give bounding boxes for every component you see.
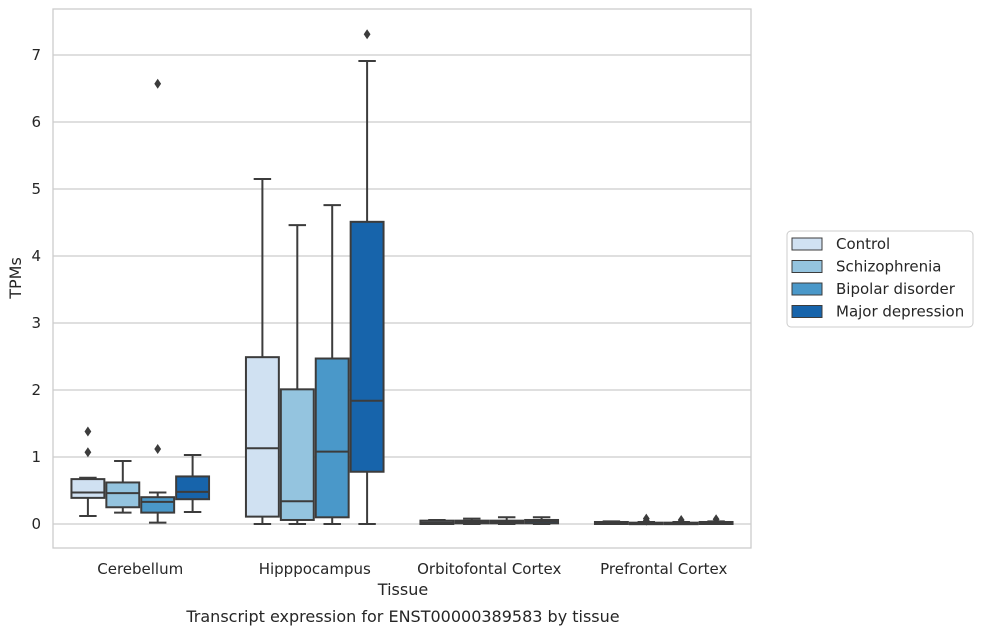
box-schizophrenia-prefrontal-cortex (628, 513, 664, 526)
box-control-hipppocampus (244, 177, 280, 525)
legend-label-control: Control (836, 235, 890, 253)
box-bipolar-disorder-orbitofontal-cortex (489, 516, 525, 525)
box-control-cerebellum (70, 426, 106, 517)
x-tick-label-cerebellum: Cerebellum (97, 560, 183, 578)
box-iqr (105, 481, 141, 509)
legend-label-bipolar-disorder: Bipolar disorder (836, 280, 956, 298)
box-major-depression-prefrontal-cortex (698, 514, 734, 525)
y-tick-label: 5 (31, 180, 41, 198)
grid-lines (53, 54, 751, 525)
y-tick-label: 2 (31, 381, 41, 399)
x-axis-title: Tissue (377, 580, 428, 599)
box-iqr (70, 478, 106, 499)
x-tick-label-orbitofontal-cortex: Orbitofontal Cortex (417, 560, 561, 578)
outlier-point (363, 29, 371, 40)
box-iqr (175, 475, 211, 501)
box-schizophrenia-orbitofontal-cortex (454, 517, 490, 525)
legend: Control Schizophrenia Bipolar disorder Majo… (786, 230, 974, 328)
y-tick-label: 0 (31, 515, 41, 533)
box-iqr (244, 356, 280, 518)
chart-caption: Transcript expression for ENST0000038958… (185, 607, 619, 626)
outlier-point (712, 514, 720, 525)
y-axis-title: TPMs (6, 257, 25, 300)
boxes (70, 29, 734, 526)
legend-label-major-depression: Major depression (836, 303, 964, 321)
box-iqr (279, 388, 315, 521)
y-tick-label: 1 (31, 448, 41, 466)
box-control-orbitofontal-cortex (419, 518, 455, 526)
outlier-point (154, 443, 162, 454)
x-tick-label-prefrontal-cortex: Prefrontal Cortex (600, 560, 727, 578)
box-major-depression-orbitofontal-cortex (524, 516, 560, 525)
y-tick-labels: 0 1 2 3 4 5 6 7 (31, 46, 41, 533)
legend-frame (786, 230, 974, 328)
outlier-point (84, 447, 92, 458)
box-iqr (314, 357, 350, 519)
box-bipolar-disorder-prefrontal-cortex (663, 514, 699, 526)
box-schizophrenia-cerebellum (105, 460, 141, 514)
outlier-point (642, 513, 650, 524)
x-tick-label-hipppocampus: Hipppocampus (259, 560, 371, 578)
box-bipolar-disorder-hipppocampus (314, 204, 350, 525)
y-tick-label: 7 (31, 46, 41, 64)
box-major-depression-cerebellum (175, 453, 211, 513)
legend-swatch-schizophrenia (791, 260, 823, 273)
y-tick-label: 4 (31, 247, 41, 265)
y-tick-label: 6 (31, 113, 41, 131)
legend-swatch-control (791, 237, 823, 251)
box-bipolar-disorder-cerebellum (140, 78, 176, 524)
legend-swatch-bipolar-disorder (791, 282, 823, 296)
plot-frame (52, 8, 752, 549)
y-tick-label: 3 (31, 314, 41, 332)
box-control-prefrontal-cortex (593, 520, 629, 525)
outlier-point (84, 426, 92, 437)
x-tick-labels: Cerebellum Hipppocampus Orbitofontal Corte… (97, 560, 727, 578)
box-schizophrenia-hipppocampus (279, 224, 315, 525)
legend-swatch-major-depression (791, 305, 823, 318)
outlier-point (677, 514, 685, 525)
outlier-point (154, 78, 162, 89)
box-major-depression-hipppocampus (349, 29, 385, 525)
box-iqr (349, 220, 385, 473)
box-iqr (140, 496, 176, 514)
legend-label-schizophrenia: Schizophrenia (836, 258, 941, 276)
